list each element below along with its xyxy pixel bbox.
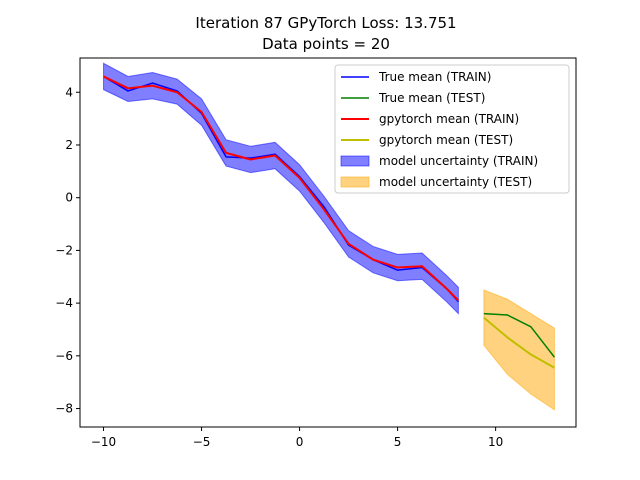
line-true-mean-test: [483, 312, 556, 358]
legend-label: gpytorch mean (TRAIN): [379, 112, 519, 126]
legend-label: model uncertainty (TRAIN): [379, 154, 538, 168]
legend-label: True mean (TRAIN): [378, 70, 491, 84]
y-axis-ticks: 4 2 0 −2 −4 −6 −8: [55, 85, 80, 416]
x-tick-label: 0: [296, 435, 304, 449]
x-tick-label: −10: [91, 435, 116, 449]
legend-box: [334, 64, 570, 194]
y-tick-label: 4: [65, 85, 73, 99]
x-tick-label: 5: [394, 435, 402, 449]
chart-title-line2: Data points = 20: [262, 35, 390, 53]
line-gpytorch-mean-train: [103, 75, 460, 302]
plot-area-frame: [79, 57, 577, 428]
x-tick-label: 10: [488, 435, 503, 449]
uncertainty-bands: [103, 62, 555, 411]
band-model-uncertainty-test: [483, 289, 555, 411]
band-model-uncertainty-train: [103, 62, 459, 315]
chart-title-line1: Iteration 87 GPyTorch Loss: 13.751: [195, 14, 456, 32]
line-gpytorch-mean-test: [483, 316, 555, 369]
legend-label: gpytorch mean (TEST): [379, 133, 513, 147]
legend-label: True mean (TEST): [378, 91, 485, 105]
y-tick-label: −2: [55, 243, 73, 257]
legend-swatch-patch: [340, 155, 370, 167]
legend: True mean (TRAIN) True mean (TEST) gpytorc…: [334, 64, 570, 194]
y-tick-label: 2: [65, 138, 73, 152]
y-tick-label: 0: [65, 191, 73, 205]
y-tick-label: −4: [55, 296, 73, 310]
y-tick-label: −6: [55, 349, 73, 363]
series-lines: [103, 75, 556, 369]
x-axis-ticks: −10 −5 0 5 10: [91, 427, 503, 449]
legend-label: model uncertainty (TEST): [379, 175, 532, 189]
y-tick-label: −8: [55, 402, 73, 416]
legend-swatch-patch: [340, 176, 370, 188]
x-tick-label: −5: [193, 435, 211, 449]
